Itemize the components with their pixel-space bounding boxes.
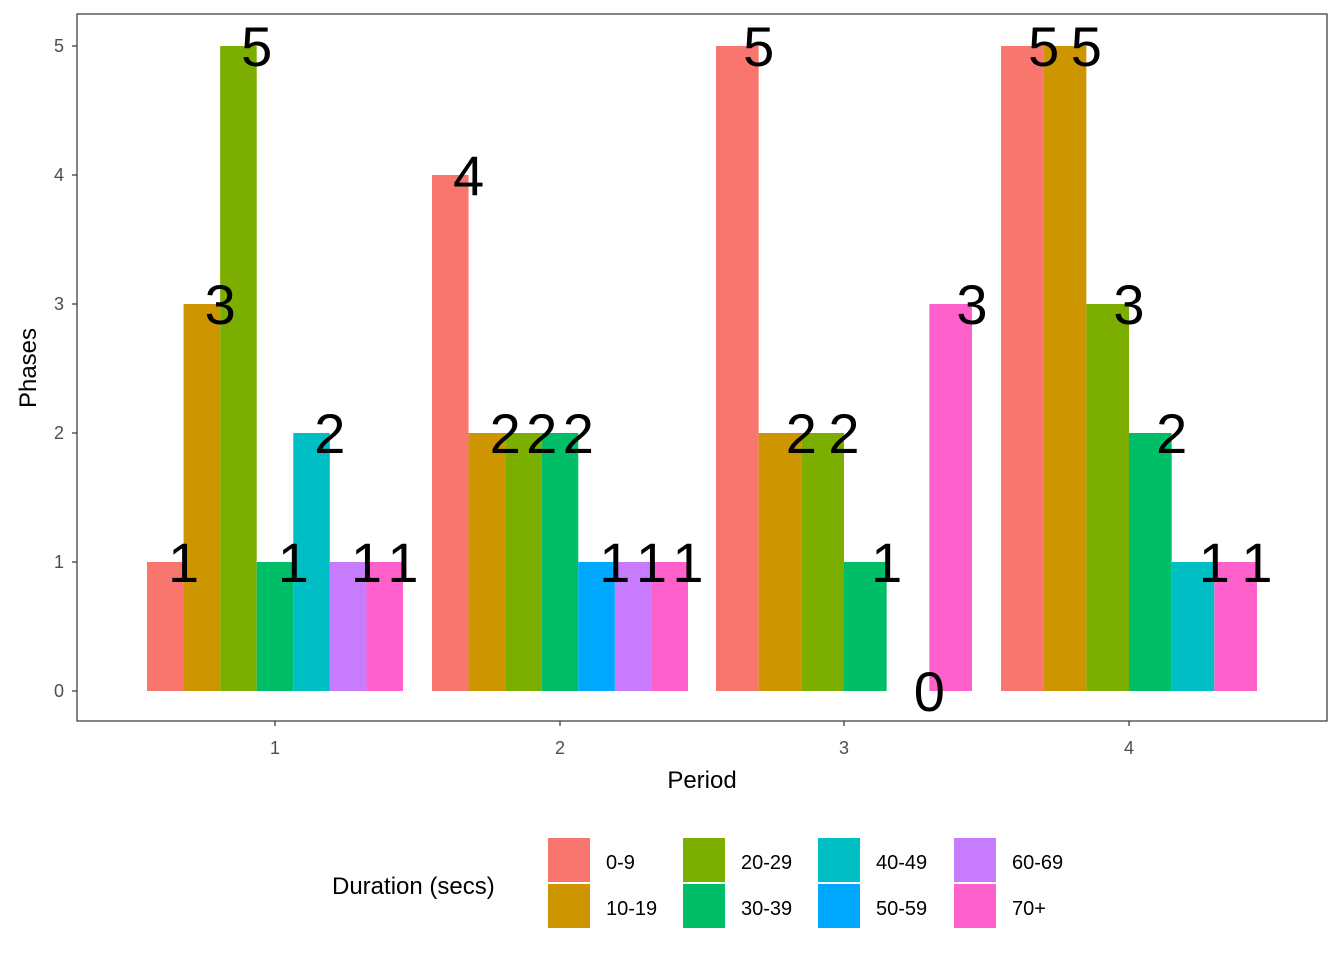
- legend-swatch-60-69: [954, 838, 996, 882]
- bar-4-10-19: [1043, 46, 1087, 691]
- y-tick-label: 2: [54, 423, 64, 443]
- legend-label: 70+: [1012, 898, 1046, 920]
- legend-label: 40-49: [876, 852, 927, 874]
- x-tick-label: 2: [555, 738, 565, 758]
- x-tick-label: 1: [270, 738, 280, 758]
- legend-swatch-50-59: [818, 884, 860, 928]
- bar-value-label: 1: [636, 531, 667, 594]
- bar-value-label: 5: [241, 15, 272, 78]
- bar-value-label: 2: [490, 402, 521, 465]
- bar-value-label: 5: [743, 15, 774, 78]
- bar-1-60-69: [329, 562, 367, 691]
- legend-title: Duration (secs): [332, 873, 495, 900]
- bar-4-40-49: [1171, 562, 1215, 691]
- bar-1-40-49: [293, 433, 330, 691]
- legend-label: 20-29: [741, 852, 792, 874]
- bar-value-label: 3: [956, 273, 987, 336]
- bar-3-20-29: [801, 433, 844, 691]
- legend-label: 50-59: [876, 898, 927, 920]
- bar-value-label: 3: [205, 273, 236, 336]
- bar-value-label: 1: [351, 531, 382, 594]
- bar-4-30-39: [1129, 433, 1172, 691]
- bar-value-label: 4: [453, 144, 484, 207]
- bar-3-0-9: [716, 46, 759, 691]
- y-axis: 0 1 2 3 4 5: [54, 36, 77, 701]
- legend-swatch-40-49: [818, 838, 860, 882]
- bar-value-label: 5: [1028, 15, 1059, 78]
- bar-2-20-29: [505, 433, 542, 691]
- bar-1-0-9: [147, 562, 184, 691]
- legend-label: 10-19: [606, 898, 657, 920]
- legend-label: 60-69: [1012, 852, 1063, 874]
- bar-value-label: 2: [314, 402, 345, 465]
- legend: Duration (secs) 0-9 10-19 20-29 30-39 40-49 5…: [332, 838, 1063, 928]
- y-tick-label: 5: [54, 36, 64, 56]
- bar-value-label: 1: [168, 531, 199, 594]
- bar-value-label: 0: [914, 660, 945, 723]
- legend-swatch-70+: [954, 884, 996, 928]
- bar-2-60-69: [614, 562, 652, 691]
- bar-3-10-19: [758, 433, 802, 691]
- bar-3-30-39: [844, 562, 887, 691]
- bar-value-label: 1: [278, 531, 309, 594]
- x-axis: 1 2 3 4: [270, 721, 1134, 758]
- bar-4-0-9: [1001, 46, 1044, 691]
- x-tick-label: 3: [839, 738, 849, 758]
- bar-value-label: 5: [1071, 15, 1102, 78]
- legend-swatch-0-9: [548, 838, 590, 882]
- legend-swatch-20-29: [683, 838, 725, 882]
- x-axis-title: Period: [667, 767, 736, 794]
- y-tick-label: 0: [54, 681, 64, 701]
- bar-4-70+: [1214, 562, 1257, 691]
- bar-3-70+: [929, 304, 972, 691]
- y-tick-label: 1: [54, 552, 64, 572]
- legend-label: 30-39: [741, 898, 792, 920]
- bar-4-20-29: [1086, 304, 1129, 691]
- legend-label: 0-9: [606, 852, 635, 874]
- bar-2-50-59: [578, 562, 615, 691]
- bar-2-10-19: [468, 433, 506, 691]
- bar-1-20-29: [220, 46, 257, 691]
- bar-value-label: 3: [1113, 273, 1144, 336]
- bar-2-0-9: [432, 175, 469, 691]
- bar-value-label: 2: [828, 402, 859, 465]
- bar-value-label: 1: [599, 531, 630, 594]
- y-tick-label: 3: [54, 294, 64, 314]
- bar-value-label: 2: [786, 402, 817, 465]
- legend-swatch-10-19: [548, 884, 590, 928]
- bar-value-label: 1: [387, 531, 418, 594]
- bar-value-label: 2: [526, 402, 557, 465]
- bars-layer: [147, 46, 1257, 691]
- bar-1-30-39: [256, 562, 294, 691]
- bar-1-70+: [366, 562, 403, 691]
- bar-value-label: 1: [672, 531, 703, 594]
- bar-2-70+: [651, 562, 688, 691]
- bar-value-label: 1: [1241, 531, 1272, 594]
- y-tick-label: 4: [54, 165, 64, 185]
- bar-value-label: 1: [871, 531, 902, 594]
- bar-1-10-19: [183, 304, 221, 691]
- bar-2-30-39: [541, 433, 579, 691]
- bar-value-label: 1: [1199, 531, 1230, 594]
- x-tick-label: 4: [1124, 738, 1134, 758]
- bar-value-label: 2: [1156, 402, 1187, 465]
- y-axis-title: Phases: [15, 328, 42, 408]
- legend-swatch-30-39: [683, 884, 725, 928]
- bar-value-label: 2: [563, 402, 594, 465]
